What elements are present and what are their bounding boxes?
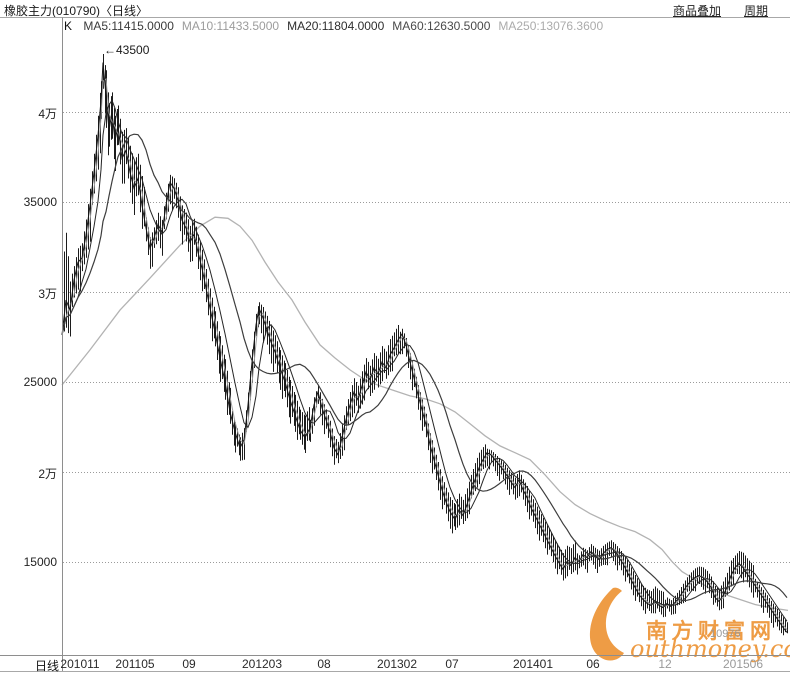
- x-axis-tick-label: 07: [445, 657, 459, 671]
- x-axis-tick-label: 12: [658, 657, 672, 671]
- watermark-cn-text: 南方财富网: [646, 619, 776, 643]
- indicator-ma10: MA10:11433.5000: [181, 19, 280, 33]
- watermark-swoosh-icon: [589, 587, 624, 661]
- watermark-en-text: outhmoney.com: [630, 635, 790, 663]
- kline-type-label: K: [64, 19, 73, 33]
- ma20-line: [61, 99, 788, 622]
- indicator-ma5: MA5:11415.0000: [83, 19, 174, 33]
- candlestick-bars: [62, 54, 788, 636]
- indicator-ma60: MA60:12630.5000: [392, 19, 491, 33]
- high-price-annotation: ←43500: [104, 43, 150, 57]
- x-axis-tick-label: 201401: [512, 657, 554, 671]
- page-title: 橡胶主力(010790)〈日线〉: [4, 4, 149, 18]
- x-axis-tick-label: 201011: [60, 657, 100, 671]
- period-label: 日线: [34, 659, 59, 673]
- x-axis-tick-label: 201302: [376, 657, 418, 671]
- y-axis-tick-label: 3万: [38, 287, 57, 301]
- ma60-line: [61, 133, 788, 602]
- low-price-annotation: 10976: [710, 628, 741, 640]
- indicator-ma20: MA20:11804.0000: [287, 19, 385, 33]
- y-axis-tick-label: 15000: [23, 555, 57, 569]
- ma10-line: [61, 78, 788, 631]
- x-axis-tick-label: 201203: [241, 657, 283, 671]
- ma250-line: [61, 216, 789, 612]
- indicator-readout-row: K MA5:11415.0000 MA10:11433.5000 MA20:1180…: [64, 19, 611, 33]
- y-axis-tick-label: 2万: [38, 467, 57, 481]
- x-axis-tick-label: 08: [317, 657, 331, 671]
- menu-item-period[interactable]: 周期: [744, 4, 769, 18]
- y-axis-tick-label: 4万: [38, 107, 57, 121]
- x-axis-tick-label: 06: [586, 657, 600, 671]
- y-axis-tick-label: 35000: [23, 195, 57, 209]
- indicator-ma250: MA250:13076.3600: [498, 19, 604, 33]
- menu-item-commodity-overlay[interactable]: 商品叠加: [673, 4, 722, 18]
- y-axis-tick-label: 25000: [23, 375, 57, 389]
- x-axis-tick-label: 09: [182, 657, 196, 671]
- close-line: [61, 62, 788, 633]
- x-axis-tick-label: 201105: [115, 657, 155, 671]
- x-axis-tick-label: 201506: [722, 657, 764, 671]
